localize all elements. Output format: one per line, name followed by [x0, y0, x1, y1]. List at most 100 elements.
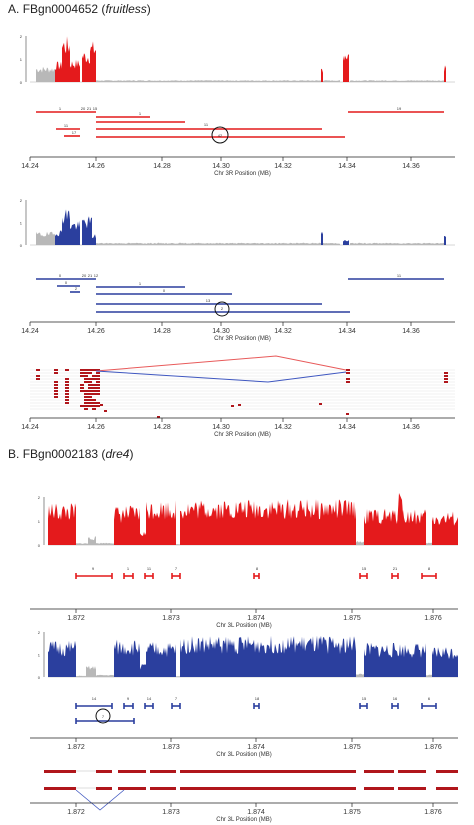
dre4-axis-1-tick-label: 1.873: [162, 615, 180, 622]
fru-axis-1-tick-label: 14.36: [402, 163, 420, 170]
dre4-blue-feature-label: 6: [428, 696, 431, 701]
dre4-red-feature-label: 15: [362, 566, 367, 571]
fru-splice-junction-blue: [95, 370, 347, 383]
fru-exon-dot: [88, 393, 92, 395]
fru-exon-dot: [65, 387, 69, 389]
fru-blue-feature-label: 20: [82, 273, 87, 278]
dre4-blue-coverage-coverage-area: [140, 664, 146, 677]
fru-red-feature-label: 20: [81, 106, 86, 111]
fru-exon-dot: [92, 405, 96, 407]
fru-exon-dot: [88, 387, 92, 389]
fru-blue-coverage-coverage-area: [350, 242, 444, 245]
dre4-red-coverage-coverage-area: [140, 531, 146, 545]
fru-axis-1-tick-label: 14.30: [212, 163, 230, 170]
fru-red-coverage-coverage-area: [96, 80, 340, 82]
fru-exon-dot: [100, 404, 103, 406]
dre4-blue-coverage-coverage-area: [176, 676, 180, 677]
fru-red-feature-label: 19: [397, 106, 402, 111]
dre4-exon-block: [150, 787, 176, 790]
fru-exon-dot: [84, 405, 88, 407]
fru-exon-dot: [54, 369, 58, 371]
fru-blue-coverage-coverage-area: [62, 209, 70, 245]
fru-exon-dot: [84, 408, 88, 410]
dre4-blue-coverage-coverage-area: [48, 640, 76, 677]
dre4-red-coverage-coverage-area: [364, 508, 426, 545]
fru-axis-3-tick-label: 14.24: [21, 424, 39, 431]
fru-exon-dot: [84, 399, 88, 401]
dre4-exon-block: [180, 787, 356, 790]
dre4-red-feature-label: 7: [175, 566, 178, 571]
fru-red-coverage-coverage-area: [82, 53, 90, 82]
fru-exon-dot: [92, 369, 96, 371]
panel-b-gene-name: dre4: [105, 447, 130, 461]
dre4-blue-coverage-coverage-area: [356, 673, 364, 677]
fru-exon-dot: [84, 378, 88, 380]
dre4-axis-3-tick-label: 1.874: [247, 809, 265, 816]
dre4-red-coverage-y-tick-label: 2: [38, 495, 41, 500]
fru-blue-feature-label: 2: [75, 286, 78, 291]
dre4-axis-3-axis-label: Chr 3L Position (MB): [216, 817, 271, 823]
fru-exon-dot: [65, 396, 69, 398]
dre4-blue-coverage-coverage-area: [86, 665, 96, 677]
dre4-blue-feature-label: 7: [102, 714, 105, 719]
fru-axis-1-tick-label: 14.26: [87, 163, 105, 170]
fru-red-coverage-y-tick-label: 0: [20, 80, 23, 85]
dre4-axis-1-tick-label: 1.876: [424, 615, 442, 622]
fru-red-feature-label: 11: [204, 122, 209, 127]
fru-axis-2-tick-label: 14.30: [212, 328, 230, 335]
fru-red-feature-label: 21: [87, 106, 92, 111]
fru-red-feature-label: 1: [59, 106, 62, 111]
dre4-red-feature-label: 11: [147, 566, 152, 571]
fru-exon-dot: [92, 390, 96, 392]
fru-exon-dot: [36, 369, 40, 371]
dre4-blue-coverage-y-tick-label: 2: [38, 630, 41, 635]
fru-axis-3-axis-label: Chr 3R Position (MB): [214, 432, 271, 438]
fru-exon-dot: [346, 369, 350, 371]
dre4-axis-2-tick-label: 1.876: [424, 744, 442, 751]
fru-red-feature-label: 15: [93, 106, 98, 111]
fru-exon-dot: [80, 405, 84, 407]
fru-exon-dot: [346, 413, 349, 415]
panel-a-letter: A.: [8, 2, 20, 16]
fru-blue-feature-label: 2: [221, 306, 224, 311]
dre4-red-coverage-coverage-area: [76, 543, 88, 545]
fru-exon-dot: [88, 378, 92, 380]
fru-exon-dot: [84, 402, 88, 404]
fru-blue-coverage-coverage-area: [36, 231, 55, 245]
fru-exon-dot: [84, 393, 88, 395]
fru-blue-coverage-y-tick-label: 2: [20, 198, 23, 203]
fru-exon-dot: [96, 378, 100, 380]
fru-exon-dot: [84, 369, 88, 371]
fru-exon-dot: [84, 390, 88, 392]
fru-exon-dot: [238, 404, 241, 406]
fru-exon-dot: [80, 369, 84, 371]
dre4-axis-1-tick-label: 1.875: [343, 615, 361, 622]
dre4-axis-3-tick-label: 1.873: [162, 809, 180, 816]
fru-exon-dot: [346, 372, 350, 374]
fru-exon-dot: [80, 390, 84, 392]
fru-axis-3-tick-label: 14.30: [212, 424, 230, 431]
fru-blue-coverage-coverage-area: [96, 242, 340, 245]
fru-exon-dot: [36, 378, 40, 380]
dre4-red-feature-label: 21: [393, 566, 398, 571]
dre4-axis-2-tick-label: 1.875: [343, 744, 361, 751]
fru-exon-dot: [65, 390, 69, 392]
dre4-blue-feature-label: 9: [127, 696, 130, 701]
fru-blue-coverage-y-tick-label: 0: [20, 243, 23, 248]
fru-exon-dot: [444, 381, 448, 383]
dre4-axis-3-tick-label: 1.876: [424, 809, 442, 816]
fru-exon-dot: [96, 384, 100, 386]
dre4-blue-coverage-y-tick-label: 0: [38, 675, 41, 680]
dre4-axis-2-tick-label: 1.874: [247, 744, 265, 751]
dre4-axis-2-tick-label: 1.872: [67, 744, 85, 751]
fru-exon-dot: [92, 393, 96, 395]
dre4-exon-block: [96, 770, 112, 773]
dre4-axis-1-tick-label: 1.872: [67, 615, 85, 622]
fru-blue-coverage-coverage-area: [92, 234, 96, 245]
fru-exon-dot: [157, 416, 160, 418]
dre4-red-coverage-coverage-area: [48, 503, 76, 545]
fru-exon-dot: [444, 372, 448, 374]
fru-red-coverage-coverage-area: [321, 68, 323, 82]
fru-exon-dot: [88, 369, 92, 371]
fru-splice-junction-red: [95, 355, 347, 372]
